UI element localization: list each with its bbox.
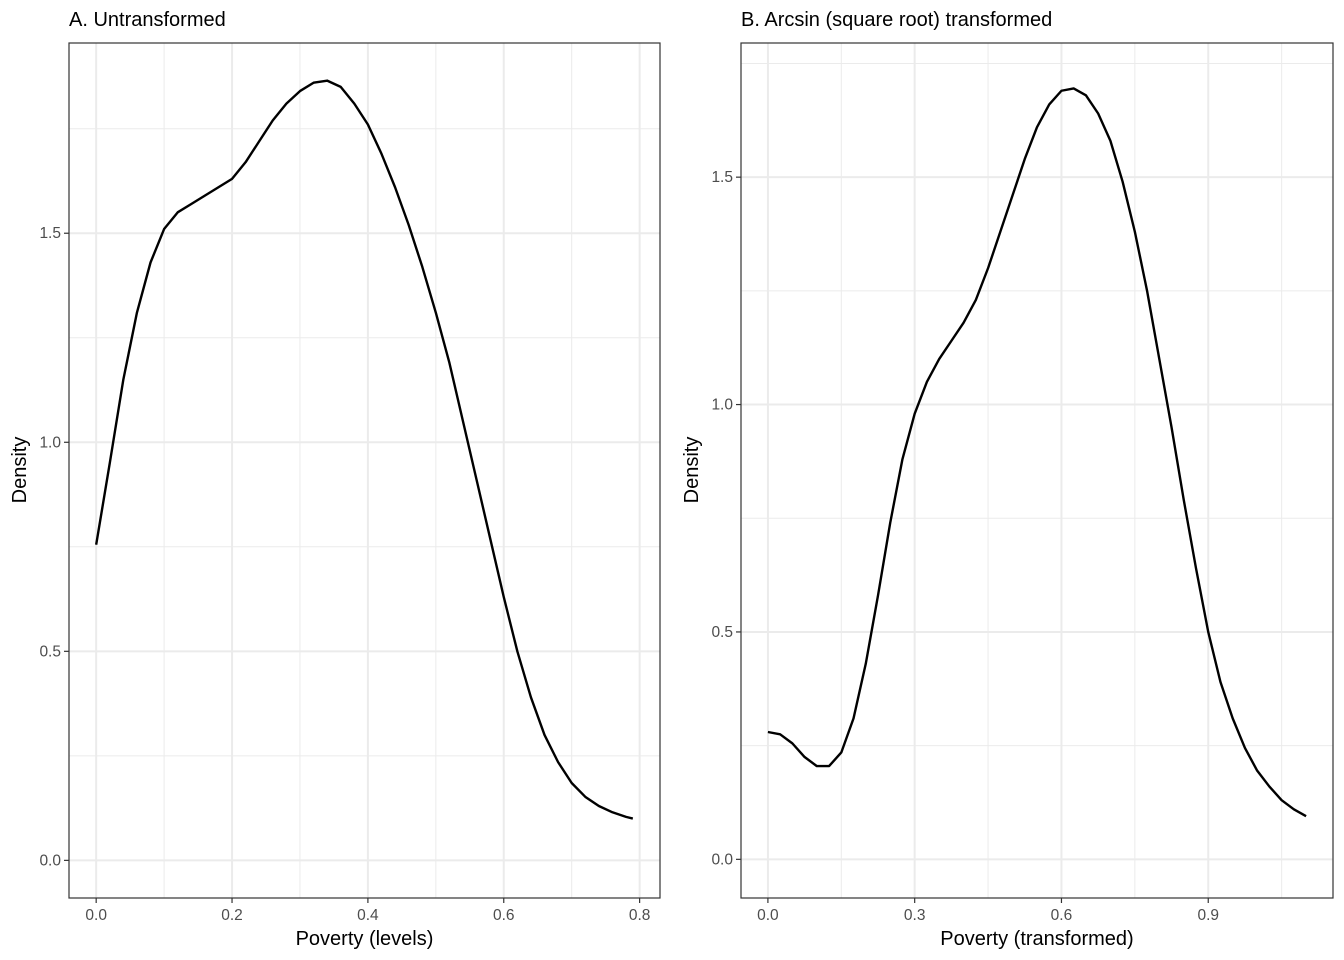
x-tick-label: 0.6	[1051, 907, 1073, 924]
panel-b-density-curve	[767, 87, 1307, 818]
y-tick-label: 0.0	[39, 852, 61, 869]
y-tick-label: 1.0	[39, 434, 61, 451]
x-tick-label: 0.2	[221, 907, 243, 924]
panel-a-border	[68, 42, 661, 899]
panel-b-y-axis-title: Density	[681, 437, 703, 504]
x-tick-label: 0.9	[1197, 907, 1219, 924]
y-tick-label: 0.0	[711, 851, 733, 868]
panel-a-y-axis-title: Density	[9, 437, 31, 504]
x-tick-label: 0.4	[357, 907, 379, 924]
panel-a-grid	[69, 43, 660, 898]
x-tick-label: 0.6	[493, 907, 515, 924]
panel-b-border	[740, 42, 1334, 899]
y-tick-label: 1.0	[711, 397, 733, 414]
x-tick-label: 0.3	[904, 907, 926, 924]
y-tick-label: 0.5	[39, 643, 61, 660]
y-tick-label: 0.5	[711, 624, 733, 641]
panel-transformed: B. Arcsin (square root) transformed Pove…	[681, 9, 1334, 950]
y-tick-label: 1.5	[39, 225, 61, 242]
y-tick-label: 1.5	[711, 169, 733, 186]
panel-b-x-axis-title: Poverty (transformed)	[940, 928, 1133, 950]
panel-a-density-curve	[94, 79, 634, 820]
panel-a-x-axis-title: Poverty (levels)	[296, 928, 434, 950]
panel-b-grid	[741, 43, 1333, 898]
x-tick-label: 0.8	[629, 907, 651, 924]
panel-a-title: A. Untransformed	[69, 9, 226, 31]
x-tick-label: 0.0	[85, 907, 107, 924]
x-tick-label: 0.0	[757, 907, 779, 924]
panel-untransformed: A. Untransformed Poverty (levels) Densit…	[9, 9, 661, 950]
panel-b-title: B. Arcsin (square root) transformed	[741, 9, 1052, 31]
